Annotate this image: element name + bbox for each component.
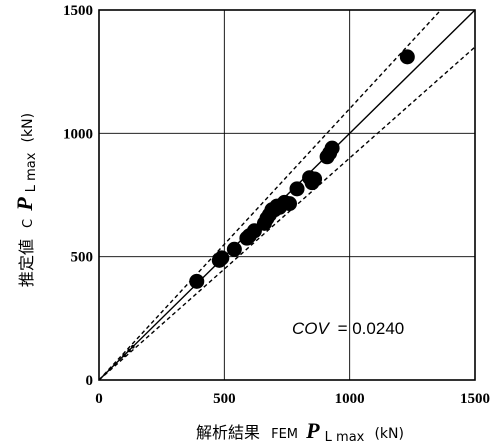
data-point-23 <box>399 49 415 65</box>
x-axis-label-unit: (kN) <box>374 426 404 442</box>
small-data-point-2 <box>131 344 135 349</box>
y-axis-label-sub: C <box>21 219 36 228</box>
small-data-point-0 <box>122 353 126 358</box>
cov-label: COV <box>292 319 331 338</box>
x-tick-label-0: 0 <box>95 391 103 407</box>
y-axis-label: 推定値 C P L max (kN) <box>12 113 39 287</box>
plot-frame <box>98 9 476 381</box>
y-tick-label-1: 500 <box>71 250 94 266</box>
y-tick-label-0: 0 <box>86 373 94 389</box>
x-axis-label-var: P <box>305 418 320 443</box>
data-point-2 <box>214 250 230 266</box>
y-tick-label-2: 1000 <box>63 126 93 142</box>
y-axis-label-prefix: 推定値 <box>17 239 36 287</box>
small-data-point-1 <box>127 348 131 353</box>
y-axis-label-var: P <box>12 197 37 212</box>
data-point-19 <box>307 171 323 187</box>
data-point-22 <box>324 140 340 156</box>
x-tick-labels: 0 500 1000 1500 <box>95 391 490 407</box>
y-tick-label-3: 1500 <box>63 3 93 19</box>
x-tick-label-1: 500 <box>213 391 236 407</box>
y-axis-label-var-sub: L max <box>24 152 39 192</box>
data-points <box>122 49 415 358</box>
data-point-15 <box>282 196 298 212</box>
y-tick-labels: 0 500 1000 1500 <box>63 3 93 389</box>
reference-line-0 <box>98 9 476 381</box>
x-tick-label-2: 1000 <box>335 391 365 407</box>
data-point-3 <box>226 241 242 257</box>
y-axis-label-unit: (kN) <box>20 113 36 143</box>
reference-lines <box>98 9 476 381</box>
x-axis-label: 解析結果 FEM P L max (kN) <box>196 418 404 444</box>
data-point-16 <box>289 181 305 197</box>
cov-annotation: COV = 0.0240 <box>292 319 404 338</box>
cov-value: = 0.0240 <box>338 319 405 338</box>
data-point-0 <box>189 273 205 289</box>
x-axis-label-sub: FEM <box>271 427 298 442</box>
x-axis-label-prefix: 解析結果 <box>196 423 260 442</box>
x-axis-label-var-sub: L max <box>325 430 365 444</box>
x-tick-label-3: 1500 <box>460 391 490 407</box>
